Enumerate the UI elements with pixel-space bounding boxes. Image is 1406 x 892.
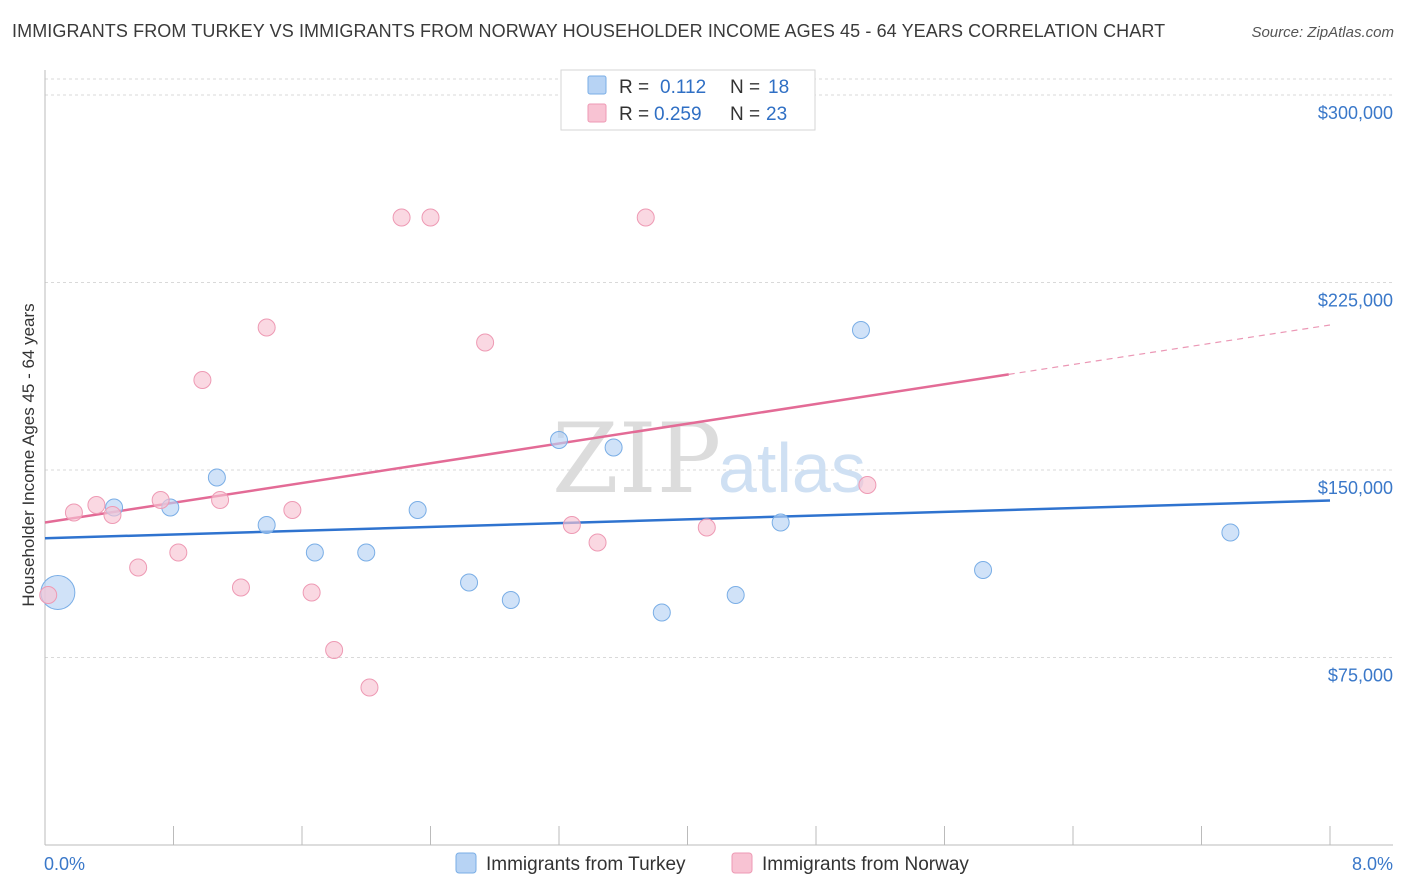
data-point-norway (588, 533, 607, 552)
legend-n-label-norway: N = (730, 104, 760, 125)
data-point-norway (151, 491, 170, 509)
watermark-zip: ZIP (552, 403, 721, 515)
data-point-norway (476, 333, 495, 352)
watermark-atlas: atlas (718, 429, 866, 507)
trend-line-turkey (44, 499, 1331, 540)
data-point-turkey (501, 591, 520, 609)
data-point-norway (169, 543, 188, 562)
data-point-norway (39, 586, 58, 604)
data-point-turkey (305, 543, 324, 562)
legend-n-value-norway: 23 (766, 104, 787, 125)
chart-title: IMMIGRANTS FROM TURKEY VS IMMIGRANTS FRO… (12, 21, 1166, 41)
data-point-turkey (460, 573, 479, 592)
data-point-turkey (1221, 523, 1240, 542)
series-legend-label-norway: Immigrants from Norway (762, 854, 969, 875)
data-point-norway (211, 491, 230, 509)
correlation-legend: R = 0.112 N = 18 R = 0.259 N = 23 (560, 69, 816, 131)
data-point-norway (421, 208, 440, 227)
axes (44, 70, 1393, 846)
data-point-norway (325, 641, 344, 659)
data-point-norway (231, 578, 250, 597)
data-point-norway (562, 516, 581, 534)
data-point-turkey (550, 431, 568, 449)
legend-r-value-norway: 0.259 (654, 104, 702, 125)
data-point-turkey (207, 468, 226, 487)
series-legend: Immigrants from Turkey Immigrants from N… (455, 852, 969, 875)
series-legend-swatch-norway (731, 852, 753, 874)
data-point-norway (103, 506, 122, 524)
data-point-norway (858, 476, 877, 494)
y-tick-label: $150,000 (1318, 478, 1393, 498)
legend-swatch-turkey (587, 75, 607, 95)
data-point-turkey (974, 561, 993, 579)
source-credit: Source: ZipAtlas.com (1251, 24, 1394, 41)
trend-line-norway (44, 373, 1009, 524)
series-legend-label-turkey: Immigrants from Turkey (486, 854, 686, 875)
gridlines (45, 78, 1395, 658)
legend-r-value-turkey: 0.112 (660, 77, 706, 98)
data-point-norway (302, 583, 321, 602)
data-point-turkey (771, 513, 790, 532)
y-tick-label: $300,000 (1318, 103, 1393, 123)
data-point-turkey (652, 603, 671, 622)
legend-swatch-norway (587, 103, 607, 123)
data-point-turkey (851, 321, 870, 339)
y-tick-labels: $75,000 $150,000 $225,000 $300,000 (1318, 103, 1393, 686)
data-point-norway (360, 678, 379, 697)
y-axis-label: Householder Income Ages 45 - 64 years (19, 303, 38, 606)
data-point-norway (283, 501, 302, 519)
data-point-norway (257, 318, 276, 337)
y-tick-label: $225,000 (1318, 291, 1393, 311)
x-tick-labels: 0.0% 8.0% (44, 854, 1393, 874)
data-point-norway (64, 503, 83, 522)
trend-lines (44, 324, 1331, 540)
trend-line-extension-norway (1008, 324, 1331, 375)
x-tick-label: 8.0% (1352, 854, 1393, 874)
data-point-turkey (257, 516, 276, 534)
watermark: ZIP atlas (552, 403, 866, 515)
data-point-norway (193, 371, 212, 389)
data-point-norway (392, 208, 411, 227)
data-point-norway (697, 518, 716, 537)
data-point-norway (636, 208, 655, 227)
data-point-turkey (604, 438, 623, 457)
y-tick-label: $75,000 (1328, 666, 1393, 686)
legend-r-label-norway: R = (619, 104, 649, 125)
series-legend-swatch-turkey (455, 852, 477, 874)
legend-n-label-turkey: N = (730, 77, 760, 98)
data-points (39, 208, 1240, 697)
data-point-norway (87, 496, 106, 514)
data-point-turkey (726, 586, 745, 604)
legend-r-label-turkey: R = (619, 77, 649, 98)
x-tick-label: 0.0% (44, 854, 85, 874)
data-point-turkey (357, 543, 376, 562)
data-point-norway (129, 558, 148, 577)
data-point-turkey (408, 501, 427, 519)
legend-n-value-turkey: 18 (768, 77, 789, 98)
